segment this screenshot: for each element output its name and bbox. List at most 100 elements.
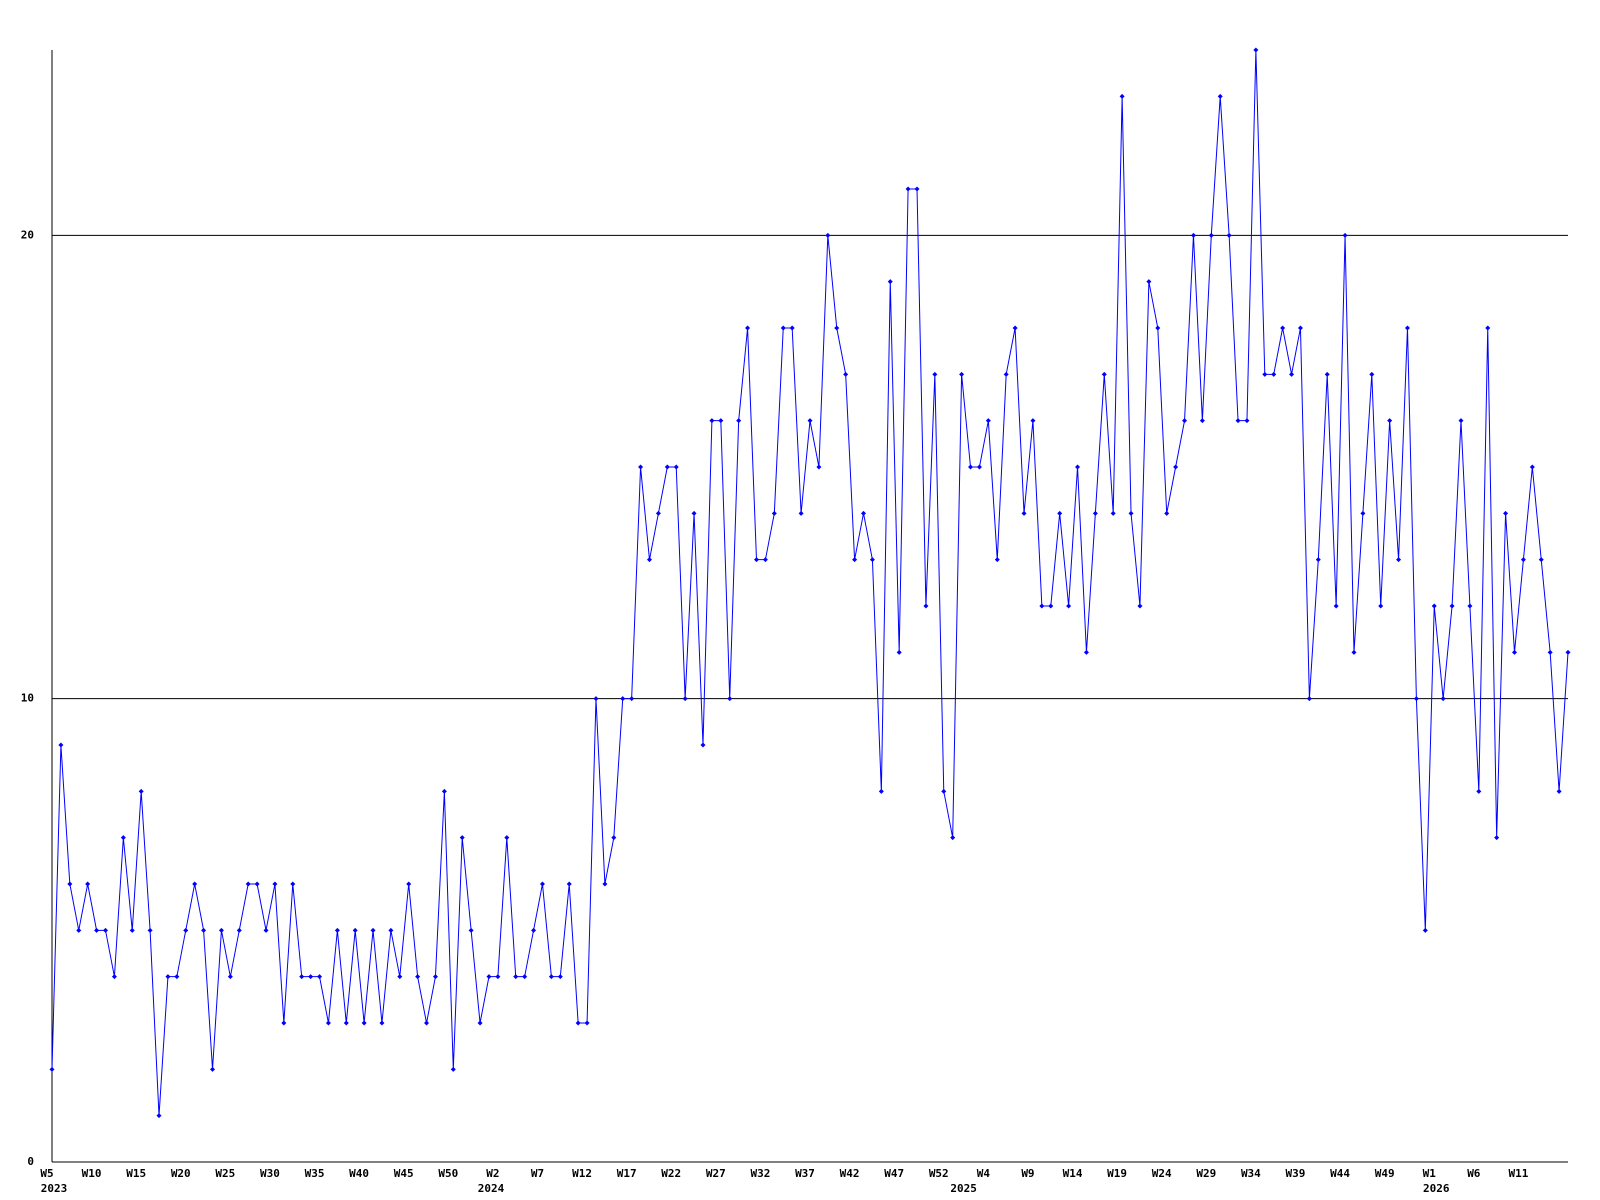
data-point xyxy=(1333,603,1339,609)
data-point xyxy=(1235,418,1241,424)
data-point xyxy=(450,1066,456,1072)
data-point xyxy=(1199,418,1205,424)
data-point xyxy=(299,974,305,980)
data-point xyxy=(825,232,831,238)
data-point xyxy=(201,927,207,933)
data-point xyxy=(432,974,438,980)
data-point xyxy=(1297,325,1303,331)
data-point xyxy=(210,1066,216,1072)
x-tick-label: W9 xyxy=(1021,1167,1034,1180)
data-point xyxy=(370,927,376,933)
data-point xyxy=(1494,835,1500,841)
data-point xyxy=(1476,788,1482,794)
data-point xyxy=(762,557,768,563)
x-tick-label: W20 xyxy=(171,1167,191,1180)
data-point xyxy=(1520,557,1526,563)
data-point xyxy=(236,927,242,933)
data-point xyxy=(85,881,91,887)
data-point xyxy=(94,927,100,933)
data-point xyxy=(1440,696,1446,702)
y-tick-label: 20 xyxy=(21,228,34,241)
data-point xyxy=(959,371,965,377)
x-tick-label: W32 xyxy=(750,1167,770,1180)
data-point xyxy=(1422,927,1428,933)
data-point xyxy=(352,927,358,933)
x-tick-label: W10 xyxy=(82,1167,102,1180)
data-point xyxy=(593,696,599,702)
data-point xyxy=(914,186,920,192)
data-point xyxy=(1110,510,1116,516)
data-point xyxy=(1280,325,1286,331)
data-point xyxy=(1030,418,1036,424)
x-tick-label: W30 xyxy=(260,1167,280,1180)
data-point xyxy=(682,696,688,702)
y-tick-label: 0 xyxy=(27,1155,34,1168)
data-point xyxy=(798,510,804,516)
data-point xyxy=(1083,649,1089,655)
data-point xyxy=(468,927,474,933)
data-point xyxy=(843,371,849,377)
x-tick-label: W47 xyxy=(884,1167,904,1180)
x-tick-label: W17 xyxy=(617,1167,637,1180)
data-point xyxy=(343,1020,349,1026)
data-point xyxy=(263,927,269,933)
data-point xyxy=(646,557,652,563)
data-point xyxy=(281,1020,287,1026)
data-point xyxy=(709,418,715,424)
x-tick-label: W49 xyxy=(1375,1167,1395,1180)
data-point xyxy=(531,927,537,933)
data-point xyxy=(325,1020,331,1026)
data-point xyxy=(1315,557,1321,563)
x-tick-label: W25 xyxy=(215,1167,235,1180)
data-point xyxy=(1173,464,1179,470)
data-point xyxy=(1396,557,1402,563)
x-tick-label: W50 xyxy=(438,1167,458,1180)
year-label: 2023 xyxy=(41,1182,68,1195)
data-point xyxy=(388,927,394,933)
data-point xyxy=(1351,649,1357,655)
x-tick-label: W24 xyxy=(1152,1167,1172,1180)
data-point xyxy=(1369,371,1375,377)
data-point xyxy=(1271,371,1277,377)
year-label: 2025 xyxy=(950,1182,977,1195)
data-point xyxy=(548,974,554,980)
x-tick-label: W37 xyxy=(795,1167,815,1180)
data-point xyxy=(156,1113,162,1119)
data-point xyxy=(76,927,82,933)
data-point xyxy=(923,603,929,609)
x-tick-label: W42 xyxy=(840,1167,860,1180)
data-point xyxy=(495,974,501,980)
data-point xyxy=(727,696,733,702)
data-point xyxy=(1529,464,1535,470)
data-point xyxy=(664,464,670,470)
x-tick-label: W52 xyxy=(929,1167,949,1180)
data-point xyxy=(566,881,572,887)
x-tick-label: W22 xyxy=(661,1167,681,1180)
data-point xyxy=(147,927,153,933)
data-point xyxy=(1226,232,1232,238)
x-tick-label: W5 xyxy=(40,1167,53,1180)
data-point xyxy=(1253,47,1259,53)
data-point xyxy=(1244,418,1250,424)
data-point xyxy=(477,1020,483,1026)
data-point xyxy=(611,835,617,841)
data-point xyxy=(1066,603,1072,609)
data-point xyxy=(994,557,1000,563)
y-tick-label: 10 xyxy=(21,692,34,705)
data-point xyxy=(361,1020,367,1026)
data-point xyxy=(780,325,786,331)
x-tick-label: W15 xyxy=(126,1167,146,1180)
data-point xyxy=(272,881,278,887)
data-point xyxy=(192,881,198,887)
x-tick-label: W40 xyxy=(349,1167,369,1180)
data-point xyxy=(1164,510,1170,516)
data-point xyxy=(486,974,492,980)
data-point xyxy=(905,186,911,192)
data-point xyxy=(1565,649,1571,655)
data-point xyxy=(1404,325,1410,331)
x-tick-label: W7 xyxy=(531,1167,544,1180)
data-point xyxy=(111,974,117,980)
x-tick-label: W1 xyxy=(1423,1167,1437,1180)
data-point xyxy=(1378,603,1384,609)
data-point xyxy=(397,974,403,980)
